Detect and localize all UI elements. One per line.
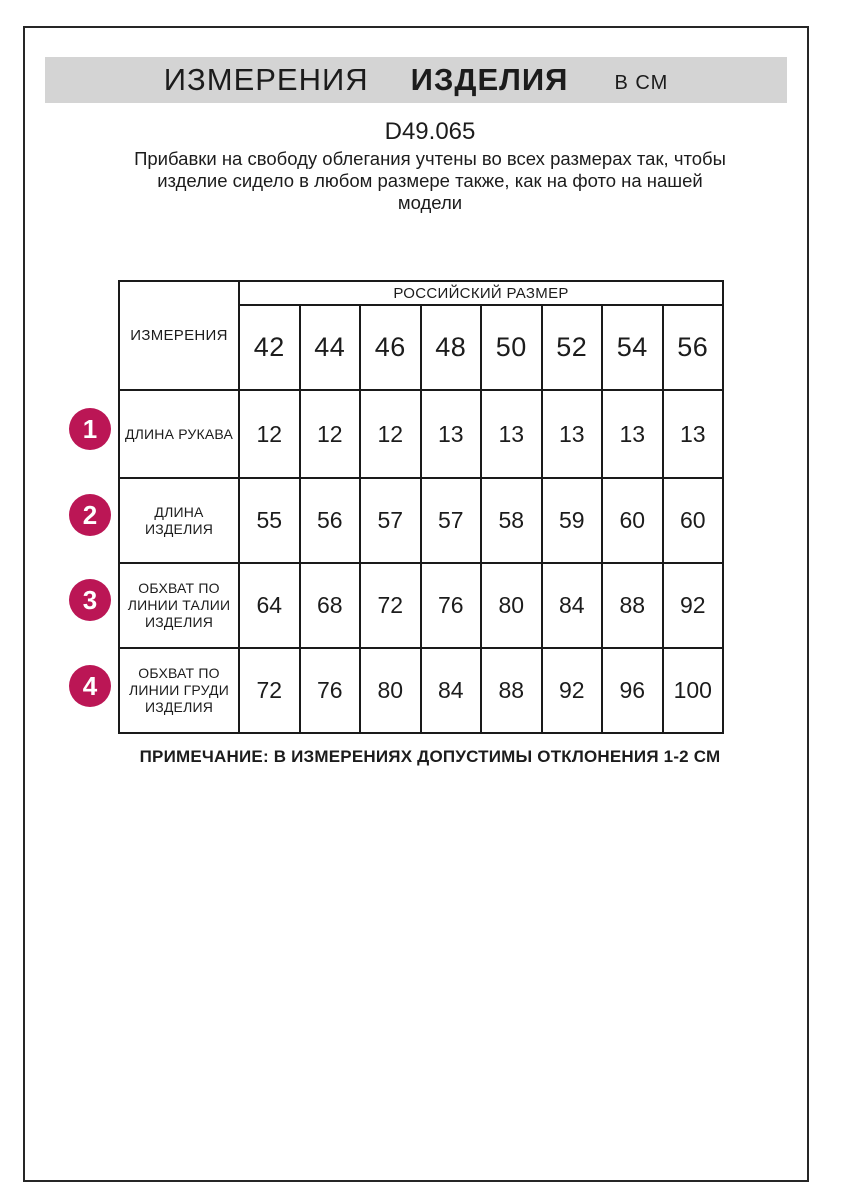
table-row: ДЛИНА ИЗДЕЛИЯ 55 56 57 57 58 59 60 60 bbox=[118, 477, 724, 564]
size-header-cell: 50 bbox=[480, 304, 543, 391]
value-cell: 68 bbox=[298, 562, 361, 649]
row-label-chest-girth: ОБХВАТ ПО ЛИНИИ ГРУДИ ИЗДЕЛИЯ bbox=[118, 647, 240, 734]
value-cell: 72 bbox=[238, 647, 301, 734]
size-header-cell: 42 bbox=[238, 304, 301, 391]
size-header-cell: 46 bbox=[359, 304, 422, 391]
value-cell: 13 bbox=[601, 389, 664, 479]
table-group-header-row: ИЗМЕРЕНИЯ РОССИЙСКИЙ РАЗМЕР bbox=[118, 280, 724, 391]
table-row: ДЛИНА РУКАВА 12 12 12 13 13 13 13 13 bbox=[118, 389, 724, 479]
value-cell: 84 bbox=[419, 647, 482, 734]
row-number-badge-1: 1 bbox=[69, 408, 111, 450]
title-product: ИЗДЕЛИЯ bbox=[410, 62, 569, 97]
value-cell: 57 bbox=[419, 477, 482, 564]
fit-description: Прибавки на свободу облегания учтены во … bbox=[134, 148, 726, 213]
value-cell: 55 bbox=[238, 477, 301, 564]
size-header-cell: 52 bbox=[540, 304, 603, 391]
title-measurements: ИЗМЕРЕНИЯ bbox=[163, 62, 369, 97]
value-cell: 13 bbox=[419, 389, 482, 479]
model-code: D49.065 bbox=[384, 118, 476, 145]
value-cell: 80 bbox=[480, 562, 543, 649]
value-cell: 59 bbox=[540, 477, 603, 564]
row-label-sleeve-length: ДЛИНА РУКАВА bbox=[118, 389, 240, 479]
value-cell: 92 bbox=[661, 562, 724, 649]
size-header-cell: 48 bbox=[419, 304, 482, 391]
value-cell: 92 bbox=[540, 647, 603, 734]
value-cell: 88 bbox=[480, 647, 543, 734]
size-header-cell: 54 bbox=[601, 304, 664, 391]
size-table: ИЗМЕРЕНИЯ РОССИЙСКИЙ РАЗМЕР 42 44 46 48 … bbox=[118, 280, 724, 734]
value-cell: 96 bbox=[601, 647, 664, 734]
row-label-waist-girth: ОБХВАТ ПО ЛИНИИ ТАЛИИ ИЗДЕЛИЯ bbox=[118, 562, 240, 649]
value-cell: 72 bbox=[359, 562, 422, 649]
value-cell: 76 bbox=[419, 562, 482, 649]
value-cell: 100 bbox=[661, 647, 724, 734]
value-cell: 64 bbox=[238, 562, 301, 649]
value-cell: 76 bbox=[298, 647, 361, 734]
value-cell: 84 bbox=[540, 562, 603, 649]
value-cell: 80 bbox=[359, 647, 422, 734]
size-group-header-cell: РОССИЙСКИЙ РАЗМЕР bbox=[238, 280, 724, 306]
table-sizes-row: 42 44 46 48 50 52 54 56 bbox=[119, 304, 724, 391]
table-row: ОБХВАТ ПО ЛИНИИ ТАЛИИ ИЗДЕЛИЯ 64 68 72 7… bbox=[118, 562, 724, 649]
value-cell: 12 bbox=[298, 389, 361, 479]
size-header-cell: 56 bbox=[661, 304, 724, 391]
value-cell: 13 bbox=[540, 389, 603, 479]
value-cell: 12 bbox=[359, 389, 422, 479]
row-label-product-length: ДЛИНА ИЗДЕЛИЯ bbox=[118, 477, 240, 564]
value-cell: 58 bbox=[480, 477, 543, 564]
value-cell: 88 bbox=[601, 562, 664, 649]
size-header-cell: 44 bbox=[298, 304, 361, 391]
row-number-badge-2: 2 bbox=[69, 494, 111, 536]
title-unit: В СМ bbox=[614, 71, 669, 94]
table-row: ОБХВАТ ПО ЛИНИИ ГРУДИ ИЗДЕЛИЯ 72 76 80 8… bbox=[118, 647, 724, 734]
tolerance-note: ПРИМЕЧАНИЕ: В ИЗМЕРЕНИЯХ ДОПУСТИМЫ ОТКЛО… bbox=[139, 747, 721, 766]
corner-header-cell: ИЗМЕРЕНИЯ bbox=[118, 280, 240, 391]
value-cell: 12 bbox=[238, 389, 301, 479]
value-cell: 56 bbox=[298, 477, 361, 564]
row-number-badge-3: 3 bbox=[69, 579, 111, 621]
value-cell: 13 bbox=[661, 389, 724, 479]
value-cell: 60 bbox=[601, 477, 664, 564]
row-number-badge-4: 4 bbox=[69, 665, 111, 707]
title-bar: ИЗМЕРЕНИЯ ИЗДЕЛИЯ В СМ bbox=[45, 57, 787, 103]
value-cell: 60 bbox=[661, 477, 724, 564]
value-cell: 13 bbox=[480, 389, 543, 479]
value-cell: 57 bbox=[359, 477, 422, 564]
